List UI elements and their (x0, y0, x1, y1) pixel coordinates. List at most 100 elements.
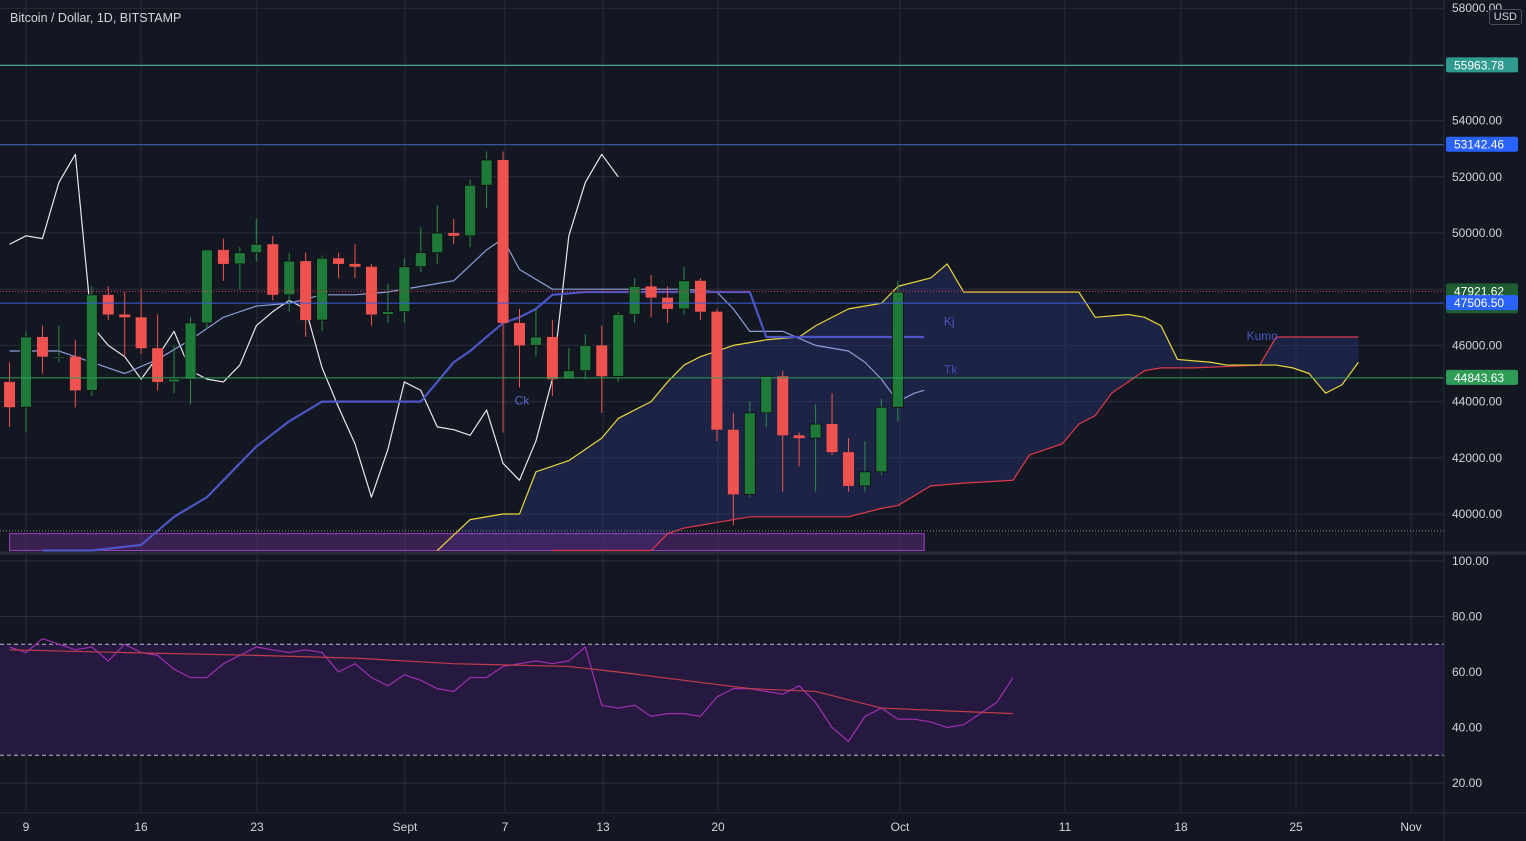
candle-body-up (398, 266, 411, 313)
rsi-axis-label: 100.00 (1452, 554, 1489, 568)
candle[interactable] (349, 244, 361, 278)
candle[interactable] (300, 252, 312, 337)
candle[interactable] (398, 258, 411, 323)
candle[interactable] (233, 247, 246, 290)
candle[interactable] (201, 249, 213, 329)
candle[interactable] (431, 204, 444, 264)
candle-body-up (743, 412, 756, 495)
candle[interactable] (875, 398, 888, 475)
candle[interactable] (464, 179, 477, 248)
candle-body-up (678, 280, 690, 310)
candle[interactable] (793, 432, 805, 467)
chart-annotation: Tk (944, 363, 958, 377)
candle[interactable] (20, 331, 32, 433)
candle-body-down (514, 322, 525, 346)
candle[interactable] (809, 404, 822, 492)
candle[interactable] (596, 325, 608, 413)
candle-body-up (168, 378, 180, 383)
rsi-pane[interactable] (0, 638, 1444, 756)
price-axis-label: 52000.00 (1452, 170, 1502, 184)
price-label-text: 55963.78 (1454, 58, 1504, 72)
candle-body-up (891, 291, 904, 408)
candle[interactable] (69, 339, 81, 408)
candle-body-down (826, 424, 838, 453)
candle-body-up (628, 285, 641, 315)
chart-annotation: Ck (515, 393, 531, 407)
chart-title: Bitcoin / Dollar, 1D, BITSTAMP (10, 11, 182, 25)
candle-body-up (414, 252, 427, 268)
time-axis-label: Oct (891, 820, 910, 834)
price-label-text: 44843.63 (1454, 371, 1504, 385)
candle[interactable] (826, 393, 838, 455)
candle[interactable] (891, 280, 904, 422)
time-axis-label: Sept (393, 820, 418, 834)
candle[interactable] (53, 325, 65, 363)
candle[interactable] (546, 320, 558, 396)
candle[interactable] (365, 263, 377, 326)
candle[interactable] (414, 227, 427, 273)
candle[interactable] (168, 345, 180, 394)
candle[interactable] (760, 375, 773, 427)
candle[interactable] (612, 311, 625, 382)
candle-body-down (69, 356, 81, 391)
candle-body-down (300, 261, 312, 321)
candle[interactable] (448, 218, 460, 245)
candle-body-up (760, 375, 773, 414)
candle[interactable] (497, 151, 509, 433)
candle-body-up (562, 370, 575, 380)
rsi-axis-label: 40.00 (1452, 721, 1482, 735)
candle-body-down (448, 233, 460, 236)
candle-body-down (119, 314, 131, 318)
chart-annotation: Kumo (1247, 329, 1279, 343)
candle[interactable] (727, 412, 739, 526)
price-axis-label: 44000.00 (1452, 395, 1502, 409)
candle-body-down (333, 258, 345, 264)
candle[interactable] (562, 348, 575, 380)
candle[interactable] (283, 252, 296, 312)
rsi-band (0, 644, 1444, 756)
price-label (1446, 57, 1518, 73)
candle[interactable] (267, 235, 279, 301)
candle-body-up (250, 243, 263, 254)
candle[interactable] (184, 317, 197, 405)
candle[interactable] (250, 218, 263, 262)
candle[interactable] (859, 440, 871, 492)
rsi-axis-label: 60.00 (1452, 665, 1482, 679)
candle-body-down (727, 429, 739, 495)
time-axis-label: 13 (596, 820, 610, 834)
candle-body-up (579, 344, 592, 372)
candle[interactable] (694, 277, 706, 321)
time-axis-label: 16 (134, 820, 148, 834)
candle[interactable] (4, 362, 16, 427)
candle[interactable] (579, 334, 592, 380)
candle-body-down (645, 286, 657, 298)
candle-body-down (711, 311, 723, 430)
price-pane[interactable] (4, 151, 1359, 552)
chikou-span-line (9, 153, 619, 498)
rsi-axis-label: 80.00 (1452, 610, 1482, 624)
candle[interactable] (316, 255, 329, 332)
candle[interactable] (843, 438, 854, 492)
candle[interactable] (678, 266, 690, 315)
price-axis-label: 40000.00 (1452, 507, 1502, 521)
currency-button[interactable]: USD (1488, 9, 1522, 25)
candle-body-down (349, 263, 361, 267)
candle[interactable] (135, 289, 147, 354)
candle[interactable] (333, 252, 345, 278)
candle-body-up (859, 471, 871, 487)
candle[interactable] (530, 308, 542, 357)
candle[interactable] (743, 401, 756, 498)
candle[interactable] (217, 238, 229, 281)
candle[interactable] (514, 308, 525, 388)
candle[interactable] (711, 308, 723, 441)
price-label (1446, 136, 1518, 152)
candle[interactable] (645, 275, 657, 318)
candle[interactable] (777, 370, 789, 492)
candle-body-down (596, 345, 608, 377)
candle[interactable] (480, 151, 493, 208)
candle[interactable] (628, 277, 641, 323)
candle-body-down (36, 336, 48, 357)
candle-body-up (53, 356, 65, 359)
candle[interactable] (36, 325, 48, 374)
